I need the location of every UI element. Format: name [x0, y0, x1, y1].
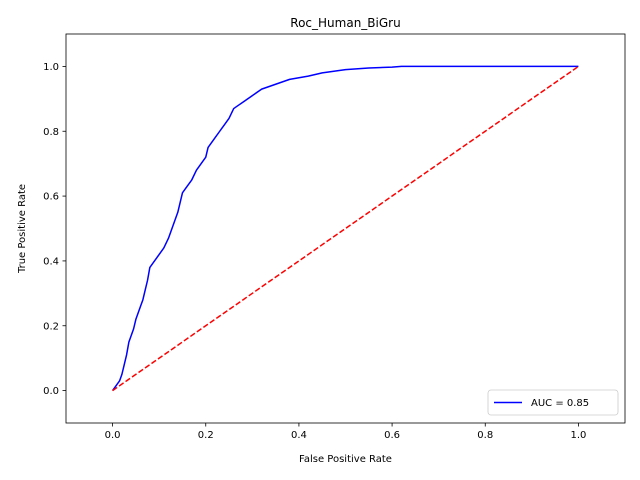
plot-area: [65, 33, 626, 424]
legend-label: AUC = 0.85: [531, 398, 589, 409]
legend-box: [487, 389, 619, 416]
x-tick-label: 1.0: [570, 430, 586, 441]
roc-curve-line: [111, 65, 579, 392]
y-tick-label: 0.4: [43, 256, 59, 267]
y-axis-ticks: 0.0 0.2 0.4 0.6 0.8 1.0: [43, 62, 66, 397]
x-tick-label: 0.2: [198, 430, 214, 441]
x-tick-label: 0.0: [105, 430, 121, 441]
x-tick-label: 0.6: [384, 430, 400, 441]
series-layer: [111, 65, 579, 392]
x-axis-ticks: 0.0 0.2 0.4 0.6 0.8 1.0: [105, 423, 586, 441]
y-tick-label: 0.8: [43, 127, 59, 138]
chart-title: Roc_Human_BiGru: [290, 16, 400, 30]
y-axis-label: True Positive Rate: [17, 184, 28, 274]
legend: AUC = 0.85: [487, 389, 619, 416]
x-tick-label: 0.8: [477, 430, 493, 441]
y-tick-label: 0.6: [43, 192, 59, 203]
x-tick-label: 0.4: [291, 430, 307, 441]
y-tick-label: 0.0: [43, 386, 59, 397]
y-tick-label: 0.2: [43, 321, 59, 332]
x-axis-label: False Positive Rate: [299, 454, 392, 465]
y-tick-label: 1.0: [43, 62, 59, 73]
